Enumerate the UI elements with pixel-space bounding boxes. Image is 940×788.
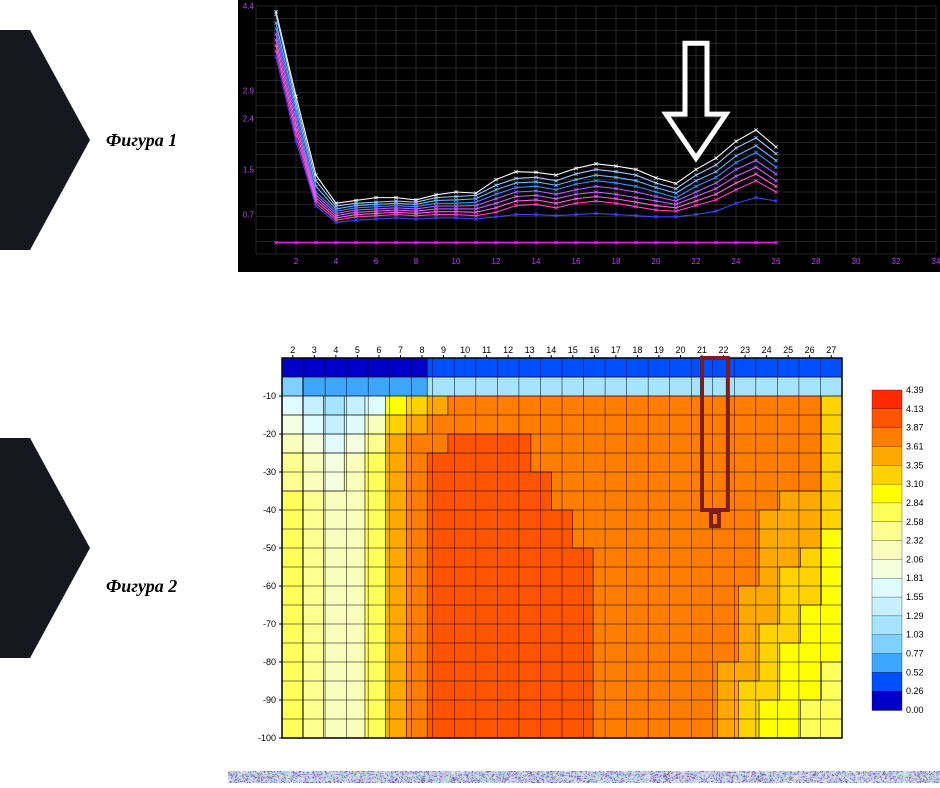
svg-text:26: 26 (772, 257, 781, 266)
line-chart-figure-1: 2468101214161820222426283032340.71.52.42… (238, 0, 940, 272)
svg-text:21: 21 (697, 345, 707, 355)
svg-text:13: 13 (525, 345, 535, 355)
svg-text:4: 4 (333, 345, 338, 355)
svg-text:32: 32 (892, 257, 901, 266)
svg-text:7: 7 (398, 345, 403, 355)
svg-text:24: 24 (732, 257, 741, 266)
svg-text:27: 27 (826, 345, 836, 355)
svg-text:30: 30 (852, 257, 861, 266)
svg-text:12: 12 (492, 257, 501, 266)
svg-text:3.35: 3.35 (906, 460, 924, 470)
svg-text:10: 10 (460, 345, 470, 355)
svg-text:2.9: 2.9 (243, 87, 255, 96)
svg-text:16: 16 (589, 345, 599, 355)
svg-text:20: 20 (652, 257, 661, 266)
svg-text:-80: -80 (263, 657, 276, 667)
svg-text:2: 2 (290, 345, 295, 355)
svg-text:3.10: 3.10 (906, 479, 924, 489)
pointer-shape-2 (0, 438, 90, 658)
svg-text:14: 14 (532, 257, 541, 266)
svg-text:1.29: 1.29 (906, 611, 924, 621)
contour-chart-figure-2: 2345678910111213141516171819202122232425… (228, 340, 938, 760)
svg-text:16: 16 (572, 257, 581, 266)
svg-text:5: 5 (355, 345, 360, 355)
svg-text:15: 15 (568, 345, 578, 355)
svg-text:22: 22 (692, 257, 701, 266)
svg-text:1.03: 1.03 (906, 630, 924, 640)
svg-text:8: 8 (419, 345, 424, 355)
svg-text:12: 12 (503, 345, 513, 355)
pointer-shape-1 (0, 30, 90, 250)
svg-text:-100: -100 (258, 733, 276, 743)
svg-text:-40: -40 (263, 505, 276, 515)
svg-text:18: 18 (612, 257, 621, 266)
svg-text:17: 17 (611, 345, 621, 355)
svg-text:8: 8 (414, 257, 419, 266)
svg-text:2.06: 2.06 (906, 554, 924, 564)
svg-text:4.13: 4.13 (906, 404, 924, 414)
svg-text:0.26: 0.26 (906, 686, 924, 696)
svg-text:18: 18 (632, 345, 642, 355)
svg-text:0.7: 0.7 (243, 211, 255, 220)
svg-text:2.84: 2.84 (906, 498, 924, 508)
svg-text:0.77: 0.77 (906, 649, 924, 659)
svg-text:23: 23 (740, 345, 750, 355)
svg-text:20: 20 (675, 345, 685, 355)
svg-text:14: 14 (546, 345, 556, 355)
svg-text:3.61: 3.61 (906, 441, 924, 451)
svg-text:-70: -70 (263, 619, 276, 629)
svg-text:0.52: 0.52 (906, 667, 924, 677)
svg-text:10: 10 (452, 257, 461, 266)
svg-text:-20: -20 (263, 429, 276, 439)
svg-text:19: 19 (654, 345, 664, 355)
svg-text:1.55: 1.55 (906, 592, 924, 602)
svg-text:2.32: 2.32 (906, 536, 924, 546)
svg-text:-50: -50 (263, 543, 276, 553)
svg-text:1.5: 1.5 (243, 165, 255, 174)
svg-text:2: 2 (294, 257, 299, 266)
svg-text:4.4: 4.4 (243, 2, 255, 11)
svg-text:26: 26 (805, 345, 815, 355)
svg-text:-30: -30 (263, 467, 276, 477)
svg-text:6: 6 (374, 257, 379, 266)
svg-text:34: 34 (932, 257, 940, 266)
svg-text:2.58: 2.58 (906, 517, 924, 527)
svg-text:24: 24 (762, 345, 772, 355)
svg-text:1.81: 1.81 (906, 573, 924, 583)
svg-text:-10: -10 (263, 391, 276, 401)
svg-text:22: 22 (719, 345, 729, 355)
svg-text:3: 3 (312, 345, 317, 355)
svg-text:6: 6 (376, 345, 381, 355)
svg-text:28: 28 (812, 257, 821, 266)
svg-text:2.4: 2.4 (243, 115, 255, 124)
noise-strip (228, 770, 940, 782)
svg-text:-90: -90 (263, 695, 276, 705)
svg-text:3.87: 3.87 (906, 423, 924, 433)
svg-text:-60: -60 (263, 581, 276, 591)
svg-text:4: 4 (334, 257, 339, 266)
svg-text:4.39: 4.39 (906, 385, 924, 395)
svg-text:0.00: 0.00 (906, 705, 924, 715)
figure-1-label: Фигура 1 (106, 130, 177, 151)
svg-text:9: 9 (441, 345, 446, 355)
figure-2-label: Фигура 2 (106, 576, 177, 597)
svg-text:11: 11 (482, 345, 491, 355)
svg-text:25: 25 (783, 345, 793, 355)
